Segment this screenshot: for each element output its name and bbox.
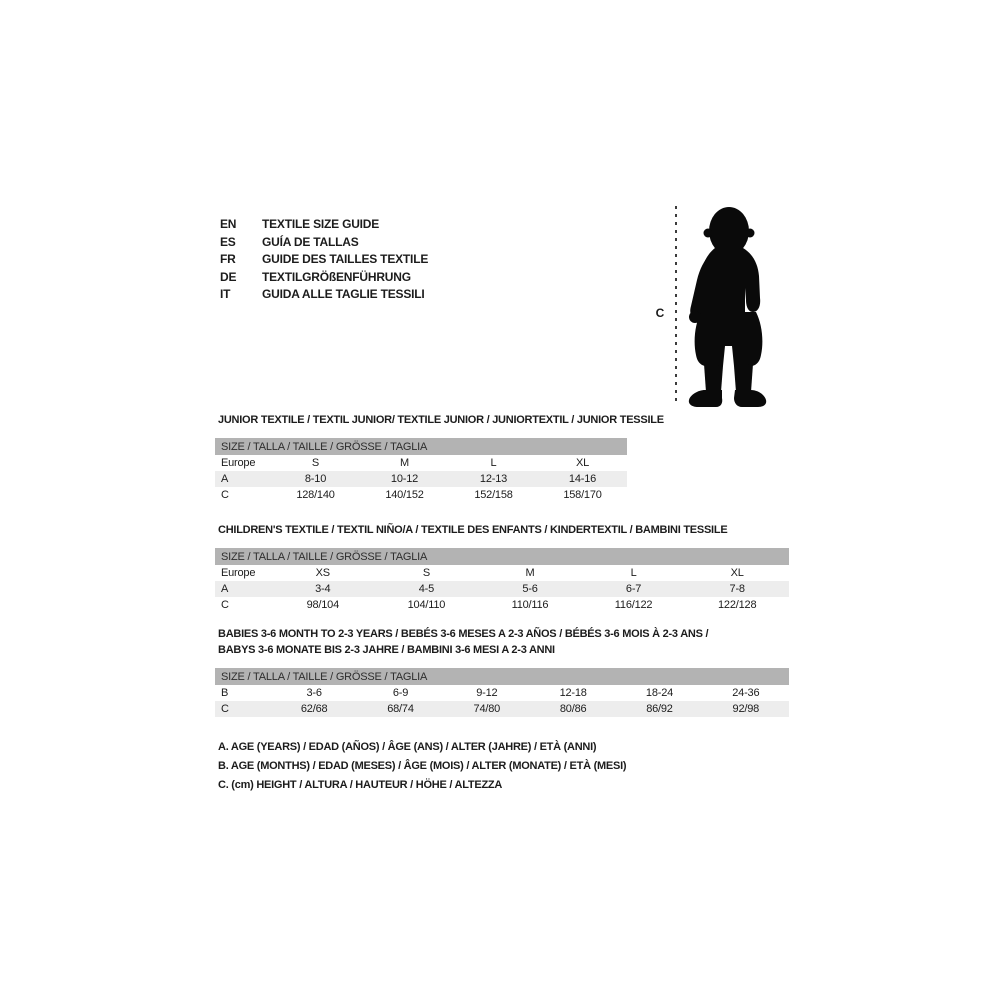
language-code: EN	[220, 217, 237, 231]
row-label: A	[221, 473, 229, 485]
size-header-band: SIZE / TALLA / TAILLE / GRÖSSE / TAGLIA	[215, 548, 789, 565]
table-row-age: A 3-4 4-5 5-6 6-7 7-8	[215, 581, 789, 597]
language-code: DE	[220, 269, 237, 284]
age-cell: 5-6	[522, 583, 538, 595]
age-cell: 7-8	[729, 583, 746, 595]
junior-textile-section: JUNIOR TEXTILE / TEXTIL JUNIOR/ TEXTILE …	[215, 412, 664, 503]
guide-title-en: TEXTILE SIZE GUIDE	[262, 217, 380, 231]
age-cell: 14-16	[568, 473, 597, 485]
size-header-band: SIZE / TALLA / TAILLE / GRÖSSE / TAGLIA	[215, 668, 789, 685]
child-height-figure: C	[650, 196, 800, 421]
row-label: Europe	[221, 567, 256, 579]
size-cell: M	[525, 567, 535, 579]
size-cell: XL	[730, 567, 744, 579]
age-cell: 12-13	[479, 473, 508, 485]
size-cell: M	[400, 457, 409, 469]
language-row-fr: FR GUIDE DES TAILLES TEXTILE	[220, 252, 428, 270]
childrens-textile-section: CHILDREN'S TEXTILE / TEXTIL NIÑO/A / TEX…	[215, 522, 789, 613]
height-cell: 68/74	[387, 703, 414, 715]
months-cell: 24-36	[732, 687, 760, 699]
row-label: C	[221, 489, 229, 501]
height-cell: 140/152	[385, 489, 424, 501]
childrens-table-title: CHILDREN'S TEXTILE / TEXTIL NIÑO/A / TEX…	[215, 522, 789, 538]
junior-table-title-line: JUNIOR TEXTILE / TEXTIL JUNIOR/ TEXTILE …	[218, 414, 664, 426]
legend-line-b: B. AGE (MONTHS) / EDAD (MESES) / ÂGE (MO…	[218, 760, 627, 772]
age-cell: 4-5	[418, 583, 435, 595]
babies-textile-section: BABIES 3-6 MONTH TO 2-3 YEARS / BEBÉS 3-…	[215, 626, 789, 717]
row-label: A	[221, 583, 229, 595]
size-cell: L	[490, 457, 497, 469]
size-cell: S	[422, 567, 430, 579]
height-cell: 86/92	[646, 703, 673, 715]
row-label: C	[221, 703, 229, 715]
language-code: IT	[220, 287, 231, 302]
language-row-de: DE TEXTILGRÖßENFÜHRUNG	[220, 270, 428, 288]
junior-size-table: SIZE / TALLA / TAILLE / GRÖSSE / TAGLIA …	[215, 438, 627, 503]
height-cell: 158/170	[563, 489, 602, 501]
size-cell: S	[311, 457, 320, 469]
age-cell: 10-12	[390, 473, 419, 485]
height-cell: 98/104	[306, 599, 340, 611]
age-cell: 6-7	[625, 583, 642, 595]
table-row-height: C 128/140 140/152 152/158 158/170	[215, 487, 627, 503]
babies-table-title: BABIES 3-6 MONTH TO 2-3 YEARS / BEBÉS 3-…	[215, 626, 789, 658]
row-label: C	[221, 599, 229, 611]
row-label: Europe	[221, 457, 256, 469]
toddler-silhouette-icon	[688, 207, 767, 407]
guide-title-fr: GUIDE DES TAILLES TEXTILE	[262, 252, 429, 267]
height-c-label: C	[655, 306, 665, 320]
size-cell: XL	[575, 457, 590, 469]
childrens-table-title-line: CHILDREN'S TEXTILE / TEXTIL NIÑO/A / TEX…	[218, 524, 728, 536]
size-header-band: SIZE / TALLA / TAILLE / GRÖSSE / TAGLIA	[215, 438, 627, 455]
junior-table-title: JUNIOR TEXTILE / TEXTIL JUNIOR/ TEXTILE …	[215, 412, 664, 428]
language-code: FR	[220, 252, 236, 267]
table-row-age: A 8-10 10-12 12-13 14-16	[215, 471, 627, 487]
height-cell: 128/140	[296, 489, 335, 501]
table-row-europe: Europe S M L XL	[215, 455, 627, 471]
legend: A. AGE (YEARS) / EDAD (AÑOS) / ÂGE (ANS)…	[218, 738, 627, 795]
months-cell: 18-24	[645, 687, 674, 699]
row-label: B	[221, 687, 229, 699]
babies-table-title-line2: BABYS 3-6 MONATE BIS 2-3 JAHRE / BAMBINI…	[218, 644, 555, 656]
size-cell: XS	[315, 567, 330, 579]
table-row-europe: Europe XS S M L XL	[215, 565, 789, 581]
size-cell: L	[630, 567, 637, 579]
height-cell: 104/110	[407, 599, 446, 611]
table-row-months: B 3-6 6-9 9-12 12-18 18-24 24-36	[215, 685, 789, 701]
babies-table-title-line1: BABIES 3-6 MONTH TO 2-3 YEARS / BEBÉS 3-…	[218, 628, 709, 640]
height-cell: 110/116	[511, 599, 549, 611]
height-cell: 92/98	[732, 703, 760, 715]
height-dotted-line	[675, 206, 677, 406]
months-cell: 9-12	[476, 687, 498, 699]
childrens-size-table: SIZE / TALLA / TAILLE / GRÖSSE / TAGLIA …	[215, 548, 789, 613]
height-cell: 122/128	[718, 599, 757, 611]
babies-size-table: SIZE / TALLA / TAILLE / GRÖSSE / TAGLIA …	[215, 668, 789, 717]
guide-title-it: GUIDA ALLE TAGLIE TESSILI	[262, 287, 425, 302]
language-header: EN TEXTILE SIZE GUIDE ES GUÍA DE TALLAS …	[220, 217, 428, 305]
months-cell: 12-18	[559, 687, 587, 699]
table-row-height: C 98/104 104/110 110/116 116/122 122/128	[215, 597, 789, 613]
language-row-en: EN TEXTILE SIZE GUIDE	[220, 217, 428, 235]
height-cell: 62/68	[300, 703, 328, 715]
height-cell: 152/158	[474, 489, 513, 501]
table-row-height: C 62/68 68/74 74/80 80/86 86/92 92/98	[215, 701, 789, 717]
height-cell: 80/86	[559, 703, 587, 715]
guide-title-de: TEXTILGRÖßENFÜHRUNG	[262, 269, 411, 284]
language-row-it: IT GUIDA ALLE TAGLIE TESSILI	[220, 287, 428, 305]
legend-line-c: C. (cm) HEIGHT / ALTURA / HAUTEUR / HÖHE…	[218, 779, 503, 791]
age-cell: 3-4	[315, 583, 331, 595]
language-row-es: ES GUÍA DE TALLAS	[220, 235, 428, 253]
height-cell: 116/122	[614, 599, 653, 611]
language-code: ES	[220, 234, 236, 249]
months-cell: 3-6	[306, 687, 323, 699]
height-cell: 74/80	[473, 703, 501, 715]
age-cell: 8-10	[304, 473, 327, 485]
months-cell: 6-9	[392, 687, 409, 699]
legend-line-a: A. AGE (YEARS) / EDAD (AÑOS) / ÂGE (ANS)…	[218, 741, 597, 753]
guide-title-es: GUÍA DE TALLAS	[262, 234, 359, 249]
